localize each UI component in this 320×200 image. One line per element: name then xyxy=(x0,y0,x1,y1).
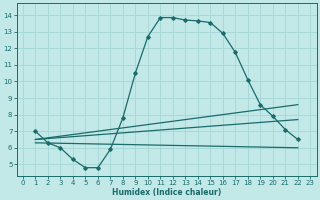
X-axis label: Humidex (Indice chaleur): Humidex (Indice chaleur) xyxy=(112,188,221,197)
